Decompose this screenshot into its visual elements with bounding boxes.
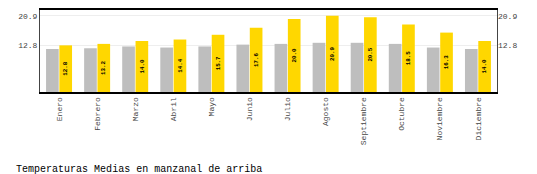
svg-text:17.6: 17.6: [253, 52, 260, 66]
svg-text:12.8: 12.8: [62, 61, 69, 75]
svg-text:12.8: 12.8: [18, 41, 37, 50]
svg-text:Mayo: Mayo: [207, 97, 216, 116]
svg-text:Octubre: Octubre: [397, 97, 406, 131]
svg-text:Diciembre: Diciembre: [474, 97, 483, 140]
svg-text:Agosto: Agosto: [321, 97, 330, 126]
svg-text:20.9: 20.9: [18, 12, 37, 21]
svg-text:14.4: 14.4: [177, 58, 184, 72]
svg-text:Temperaturas Medias en manzana: Temperaturas Medias en manzanal de arrib…: [16, 164, 262, 174]
svg-text:13.2: 13.2: [100, 60, 107, 74]
svg-text:15.7: 15.7: [215, 56, 222, 70]
svg-text:14.0: 14.0: [481, 59, 488, 73]
svg-text:Abril: Abril: [169, 97, 178, 121]
svg-text:Noviembre: Noviembre: [435, 97, 444, 140]
svg-text:20.5: 20.5: [367, 47, 374, 61]
svg-text:Junio: Junio: [245, 97, 254, 121]
svg-text:18.5: 18.5: [405, 51, 412, 65]
svg-text:Febrero: Febrero: [93, 97, 102, 131]
svg-text:Julio: Julio: [283, 97, 292, 121]
svg-text:20.9: 20.9: [498, 12, 517, 21]
svg-text:20.9: 20.9: [329, 46, 336, 60]
svg-text:Marzo: Marzo: [131, 97, 140, 121]
svg-text:12.8: 12.8: [498, 41, 517, 50]
svg-text:Enero: Enero: [55, 97, 64, 121]
svg-text:Septiembre: Septiembre: [359, 97, 368, 145]
svg-text:16.3: 16.3: [443, 55, 450, 69]
svg-text:14.0: 14.0: [139, 59, 146, 73]
svg-text:20.0: 20.0: [291, 48, 298, 62]
